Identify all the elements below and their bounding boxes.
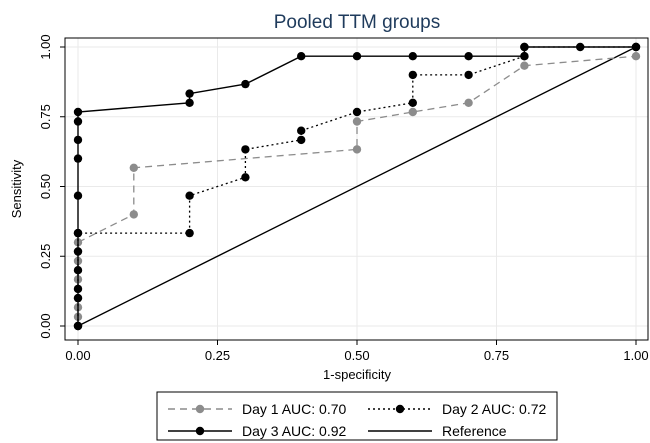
data-point <box>464 52 473 61</box>
data-point <box>241 173 250 182</box>
series-line <box>77 46 637 327</box>
x-axis-ticks: 0.00 0.25 0.50 0.75 1.00 <box>65 340 649 363</box>
y-axis-label: Sensitivity <box>9 159 24 218</box>
data-point <box>352 145 362 154</box>
data-point <box>73 191 83 200</box>
data-point <box>631 42 641 52</box>
data-point <box>129 210 138 219</box>
data-point <box>352 107 362 117</box>
data-point <box>520 52 529 61</box>
legend-swatch-marker <box>395 404 405 414</box>
data-point <box>464 98 473 108</box>
legend-label: Day 2 AUC: 0.72 <box>442 401 546 417</box>
series-line <box>77 46 636 326</box>
data-point <box>520 61 529 70</box>
y-tick-label: 0.50 <box>38 174 53 199</box>
data-point <box>73 293 83 303</box>
data-point <box>631 52 641 61</box>
data-point <box>352 117 362 126</box>
data-point <box>241 145 250 154</box>
data-point <box>185 89 194 98</box>
data-point <box>73 117 83 126</box>
series-3 <box>77 46 637 327</box>
data-point <box>73 247 83 256</box>
data-point <box>464 70 473 80</box>
legend-box <box>156 391 558 441</box>
data-point <box>520 42 529 52</box>
data-point <box>408 52 417 61</box>
legend-swatch-marker <box>195 404 205 414</box>
y-tick-label: 0.75 <box>38 104 53 129</box>
legend-label: Reference <box>442 423 507 439</box>
data-point <box>297 52 306 61</box>
x-tick-label: 0.75 <box>484 348 509 363</box>
y-tick-label: 0.25 <box>38 244 53 269</box>
legend-label: Day 1 AUC: 0.70 <box>242 401 346 417</box>
data-point <box>297 126 306 135</box>
data-point <box>408 70 417 80</box>
data-point <box>73 266 83 275</box>
y-tick-label: 1.00 <box>38 34 53 59</box>
data-point <box>352 52 362 61</box>
x-tick-label: 0.00 <box>65 348 90 363</box>
data-point <box>185 191 194 200</box>
x-axis-label: 1-specificity <box>323 367 391 382</box>
x-tick-label: 0.25 <box>205 348 230 363</box>
data-point <box>73 321 83 331</box>
data-point <box>73 154 83 163</box>
data-point <box>241 79 250 89</box>
data-point <box>73 135 83 145</box>
data-point <box>297 135 306 145</box>
legend-swatch-marker <box>195 426 205 436</box>
series-layer <box>73 42 641 331</box>
y-axis-ticks: 0.00 0.25 0.50 0.75 1.00 <box>38 34 65 339</box>
data-point <box>576 42 585 52</box>
data-point <box>73 284 83 294</box>
series-2 <box>73 42 641 331</box>
data-point <box>408 107 417 117</box>
data-point <box>129 163 138 173</box>
grid <box>65 38 648 340</box>
chart-title: Pooled TTM groups <box>274 12 441 33</box>
legend-label: Day 3 AUC: 0.92 <box>242 423 346 439</box>
x-tick-label: 1.00 <box>623 348 648 363</box>
x-tick-label: 0.50 <box>344 348 369 363</box>
data-point <box>408 98 417 108</box>
data-point <box>73 107 83 117</box>
data-point <box>185 98 194 108</box>
data-point <box>73 228 83 238</box>
y-tick-label: 0.00 <box>38 313 53 338</box>
data-point <box>185 228 194 238</box>
series-line <box>77 46 636 326</box>
legend: Day 1 AUC: 0.70 Day 2 AUC: 0.72 Day 3 AUC:… <box>156 391 558 441</box>
